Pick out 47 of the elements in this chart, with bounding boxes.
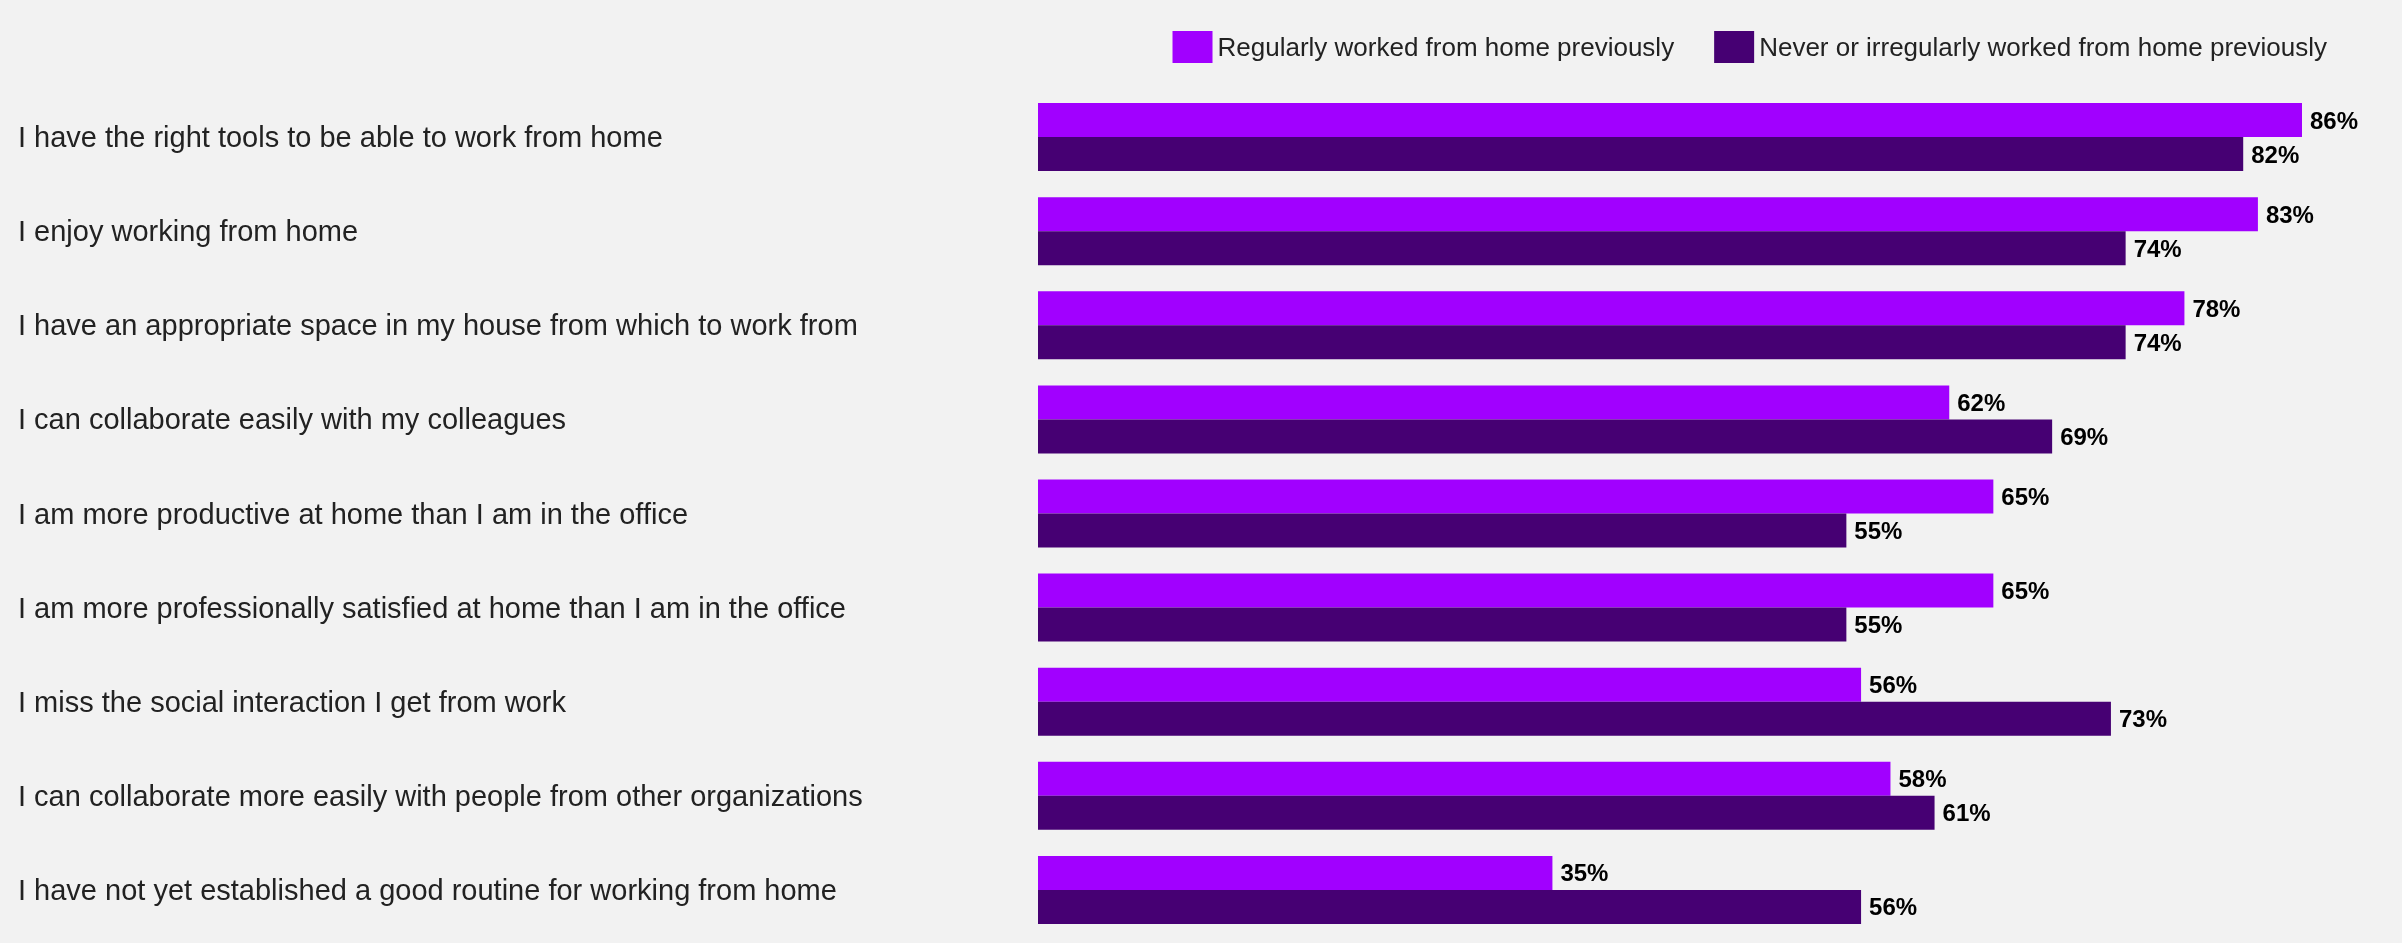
data-label: 55% xyxy=(1854,611,1903,639)
y-tick-label: I have an appropriate space in my house from which to work from xyxy=(18,309,858,342)
bar xyxy=(1038,795,1935,830)
bar xyxy=(1038,231,2126,266)
data-label: 56% xyxy=(1869,671,1918,699)
data-label: 78% xyxy=(2192,294,2241,322)
bar xyxy=(1038,137,2244,172)
y-tick-label: I miss the social interaction I get from work xyxy=(18,685,567,718)
bar xyxy=(1038,479,1994,514)
data-label: 65% xyxy=(2001,577,2050,605)
data-label: 65% xyxy=(2001,483,2050,510)
data-label: 74% xyxy=(2133,234,2182,262)
bar xyxy=(1038,197,2258,232)
bar xyxy=(1038,385,1950,420)
data-label: 74% xyxy=(2133,328,2182,356)
bar xyxy=(1038,855,1553,890)
bar xyxy=(1038,889,1862,924)
y-tick-label: I have the right tools to be able to work from home xyxy=(18,121,663,154)
data-label: 35% xyxy=(1560,859,1609,887)
bar xyxy=(1038,701,2111,736)
data-label: 56% xyxy=(1869,893,1918,921)
legend-label: Never or irregularly worked from home previously xyxy=(1759,32,2328,62)
bar xyxy=(1038,573,1994,608)
data-label: 86% xyxy=(2310,106,2359,134)
data-label: 73% xyxy=(2118,705,2167,733)
y-tick-label: I am more productive at home than I am in the office xyxy=(18,497,689,530)
bar xyxy=(1038,291,2185,326)
bar xyxy=(1038,667,1862,702)
data-label: 62% xyxy=(1957,388,2006,416)
bar xyxy=(1038,325,2126,360)
data-label: 61% xyxy=(1942,799,1991,827)
bar xyxy=(1038,513,1847,548)
data-label: 82% xyxy=(2251,140,2300,168)
data-label: 55% xyxy=(1854,517,1903,544)
data-label: 69% xyxy=(2060,422,2109,450)
y-tick-label: I can collaborate easily with my colleagues xyxy=(18,403,567,436)
bar xyxy=(1038,761,1891,796)
bar xyxy=(1038,103,2302,138)
bar xyxy=(1038,607,1847,642)
legend-label: Regularly worked from home previously xyxy=(1217,32,1675,62)
data-label: 58% xyxy=(1898,765,1947,793)
y-tick-label: I can collaborate more easily with people from other organizations xyxy=(18,779,863,812)
y-tick-label: I am more professionally satisfied at home than I am in the office xyxy=(18,591,846,624)
y-tick-label: I enjoy working from home xyxy=(18,215,359,248)
data-label: 83% xyxy=(2265,200,2314,228)
y-tick-label: I have not yet established a good routine for working from home xyxy=(18,873,837,906)
bar xyxy=(1038,419,2053,454)
